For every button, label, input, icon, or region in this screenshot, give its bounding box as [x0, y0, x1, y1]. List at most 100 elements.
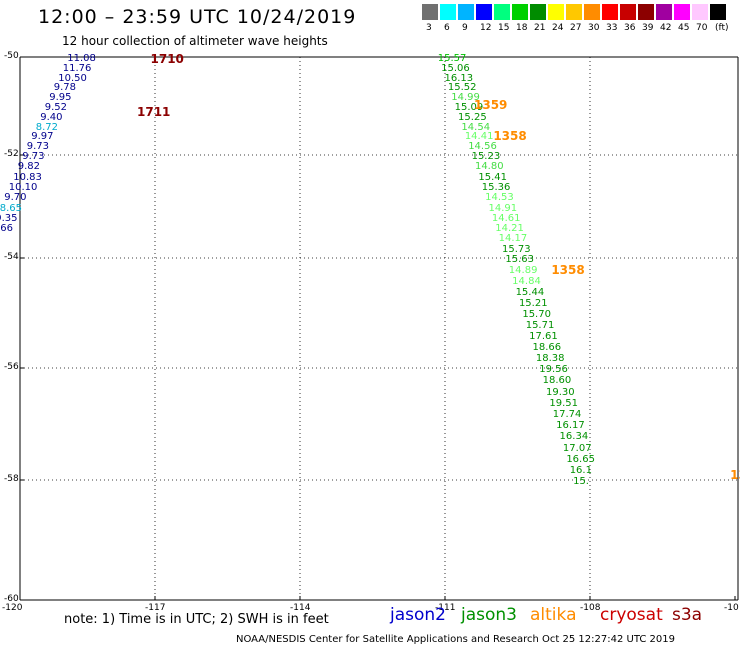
latitude-label: -50 [4, 51, 19, 61]
pass-label: 1711 [137, 104, 171, 119]
pass-label: 1359 [474, 97, 508, 112]
legend-bin-label: 9 [462, 23, 468, 33]
swh-value-jason3: 14.17 [498, 233, 528, 245]
swh-value-jason2: 11.08 [67, 52, 96, 64]
swh-value-jason2: 9.40 [40, 111, 63, 123]
legend-bin-label: 27 [570, 23, 582, 33]
latitude-label: -58 [4, 474, 19, 484]
pass-label: 1357 [730, 468, 740, 483]
legend-bin-label: 12 [480, 23, 492, 33]
legend-swatch [692, 4, 708, 20]
swh-value-jason2: 9.73 [22, 151, 45, 163]
legend-swatch [530, 4, 546, 20]
swh-value-jason3: 16.17 [556, 420, 585, 432]
swh-value-jason3: 15.57 [437, 52, 467, 64]
swh-value-jason3: 14.61 [491, 212, 521, 224]
swh-value-jason2: 9.78 [53, 82, 77, 94]
legend-swatch [710, 4, 726, 20]
swh-value-jason2: 9.52 [44, 101, 68, 113]
latitude-label: -54 [4, 252, 19, 262]
swh-value-jason3: 14.91 [488, 202, 518, 214]
legend-swatch [638, 4, 654, 20]
legend-bin-label: 36 [624, 23, 636, 33]
satellite-legend-cryosat: cryosat [600, 605, 663, 625]
swh-value-jason3: 14.41 [464, 131, 494, 143]
swh-value-jason2: 10.83 [13, 171, 42, 183]
legend-swatch [656, 4, 672, 20]
note-text: note: 1) Time is in UTC; 2) SWH is in fe… [64, 612, 329, 627]
swh-value-jason3: 14.99 [451, 92, 480, 104]
swh-value-jason3: 14.54 [461, 121, 491, 133]
swh-value-jason2: 9.70 [4, 192, 27, 204]
swh-value-jason2: 8.65 [0, 202, 23, 214]
swh-value-jason2: 10.10 [8, 181, 38, 193]
swh-value-jason2: 9.97 [31, 131, 54, 143]
legend-bin-label: 21 [534, 23, 546, 33]
legend-bin-label: 6 [444, 23, 450, 33]
swh-value-jason3: 18.38 [535, 353, 565, 365]
swh-value-jason3: 15.21 [518, 298, 548, 310]
longitude-label: -108 [580, 603, 601, 613]
footer-credit: NOAA/NESDIS Center for Satellite Applica… [236, 634, 675, 645]
swh-value-jason3: 14.80 [474, 161, 504, 173]
swh-value-jason2: 9.73 [26, 141, 50, 153]
swh-value-jason3: 15.25 [458, 111, 487, 123]
legend-bin-label: 39 [642, 23, 654, 33]
legend-swatch [674, 4, 690, 20]
swh-value-jason3: 18.60 [542, 375, 572, 387]
swh-value-jason3: 14.21 [495, 223, 524, 235]
legend-swatch [494, 4, 510, 20]
page-title: 12:00 – 23:59 UTC 10/24/2019 [38, 6, 357, 28]
swh-value-jason3: 17.61 [529, 331, 558, 343]
swh-value-jason3: 19.30 [546, 386, 575, 398]
legend-swatch [620, 4, 636, 20]
satellite-legend-jason3: jason3 [461, 605, 517, 625]
swh-value-jason3: 16.1 [569, 464, 592, 476]
pass-label: 1358 [493, 129, 527, 144]
legend-bin-label: 18 [516, 23, 528, 33]
legend-bin-label: 30 [588, 23, 600, 33]
swh-value-jason3: 15.36 [481, 181, 511, 193]
legend-swatch [584, 4, 600, 20]
swh-value-jason3: 18.66 [532, 342, 562, 354]
longitude-label: -111 [435, 603, 456, 613]
swh-value-jason2: 9.95 [49, 92, 72, 104]
swh-value-jason3: 15.23 [471, 151, 501, 163]
legend-bin-label: 15 [498, 23, 510, 33]
swh-value-jason3: 14.89 [508, 265, 538, 277]
swh-value-jason3: 16.13 [444, 72, 474, 84]
swh-value-jason3: 14.84 [512, 276, 541, 288]
swh-value-jason3: 17.74 [552, 408, 582, 420]
longitude-label: -117 [145, 603, 166, 613]
swh-value-jason3: 15.06 [441, 62, 470, 74]
swh-value-jason3: 16.65 [566, 453, 595, 465]
legend-bin-label: 42 [660, 23, 672, 33]
swh-value-jason3: 16.34 [559, 431, 589, 443]
swh-value-jason3: 15.70 [522, 309, 551, 321]
swh-value-jason2: 9.35 [0, 212, 18, 224]
pass-label: 1710 [150, 51, 184, 66]
swh-value-jason3: 15.71 [525, 320, 555, 332]
latitude-label: -52 [4, 149, 19, 159]
swh-value-jason2: 11.76 [62, 62, 92, 74]
legend-swatch [476, 4, 492, 20]
swh-value-jason3: 14.53 [485, 192, 514, 204]
latitude-label: -56 [4, 362, 19, 372]
satellite-legend-altika: altika [530, 605, 577, 625]
longitude-label: -120 [2, 603, 23, 613]
latitude-label: -60 [4, 594, 19, 604]
longitude-label: -10 [724, 603, 739, 613]
swh-value-jason3: 17.07 [562, 442, 592, 454]
swh-value-jason3: 14.56 [468, 141, 497, 153]
swh-value-jason3: 19.56 [539, 364, 568, 376]
swh-value-jason3: 15.09 [454, 101, 484, 113]
legend-swatch [458, 4, 474, 20]
legend-swatch [566, 4, 582, 20]
swh-value-jason2: 9.82 [17, 161, 41, 173]
legend-swatch [602, 4, 618, 20]
swh-value-jason2: 9.66 [0, 223, 14, 235]
swh-value-jason2: 10.50 [58, 72, 87, 84]
legend-bin-label: 24 [552, 23, 564, 33]
